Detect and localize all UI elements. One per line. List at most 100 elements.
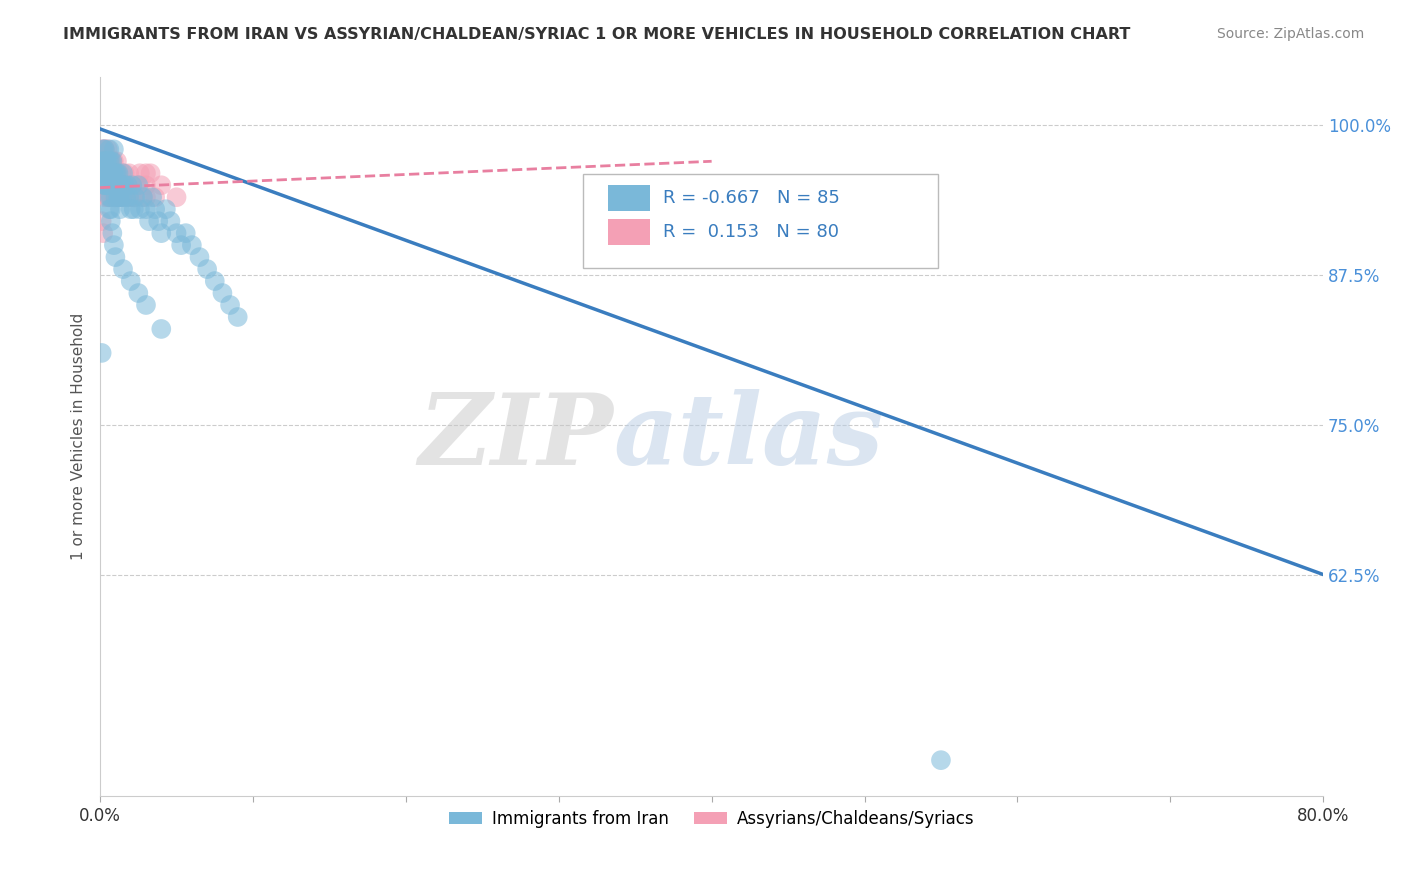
Point bbox=[139, 166, 162, 180]
Point bbox=[112, 178, 135, 193]
Point bbox=[98, 154, 121, 169]
Point bbox=[104, 178, 127, 193]
Point bbox=[112, 166, 135, 180]
Point bbox=[150, 226, 173, 240]
Point bbox=[150, 178, 173, 193]
Bar bbox=[607, 219, 651, 245]
Point bbox=[112, 262, 135, 277]
Point bbox=[97, 190, 120, 204]
Text: Source: ZipAtlas.com: Source: ZipAtlas.com bbox=[1216, 27, 1364, 41]
Point bbox=[91, 154, 114, 169]
Point bbox=[117, 178, 139, 193]
Point bbox=[90, 154, 112, 169]
Point bbox=[143, 190, 166, 204]
Point bbox=[104, 166, 127, 180]
Point bbox=[108, 202, 131, 217]
Point bbox=[96, 166, 118, 180]
Point bbox=[125, 178, 148, 193]
Point bbox=[226, 310, 249, 324]
Point bbox=[104, 190, 127, 204]
Point bbox=[117, 178, 139, 193]
Point bbox=[103, 166, 125, 180]
Point bbox=[118, 166, 141, 180]
Point bbox=[93, 190, 115, 204]
Point bbox=[127, 178, 149, 193]
Point bbox=[100, 202, 122, 217]
Point bbox=[97, 142, 120, 156]
Point bbox=[112, 190, 135, 204]
Legend: Immigrants from Iran, Assyrians/Chaldeans/Syriacs: Immigrants from Iran, Assyrians/Chaldean… bbox=[441, 803, 981, 835]
Point bbox=[104, 178, 127, 193]
Point bbox=[98, 154, 121, 169]
Point bbox=[135, 166, 157, 180]
Point bbox=[128, 202, 150, 217]
Point bbox=[195, 262, 218, 277]
Point bbox=[143, 202, 166, 217]
Point bbox=[90, 142, 112, 156]
Point bbox=[211, 286, 233, 301]
Point bbox=[929, 753, 952, 767]
Point bbox=[90, 214, 112, 228]
Point bbox=[122, 190, 145, 204]
Point bbox=[98, 166, 121, 180]
Point bbox=[159, 214, 181, 228]
Point bbox=[148, 214, 170, 228]
Point bbox=[132, 190, 155, 204]
Point bbox=[100, 154, 122, 169]
Point bbox=[124, 190, 146, 204]
Point bbox=[90, 166, 112, 180]
Point bbox=[107, 178, 129, 193]
Point bbox=[120, 274, 142, 288]
Point bbox=[128, 166, 150, 180]
Point bbox=[101, 154, 124, 169]
Point bbox=[122, 202, 145, 217]
Point bbox=[90, 166, 112, 180]
Point bbox=[91, 142, 114, 156]
Point bbox=[93, 166, 115, 180]
Point bbox=[219, 298, 242, 312]
Point bbox=[98, 178, 121, 193]
Point bbox=[107, 166, 129, 180]
Point bbox=[132, 190, 155, 204]
Point bbox=[91, 178, 114, 193]
Point bbox=[101, 178, 124, 193]
Point bbox=[91, 154, 114, 169]
Point bbox=[114, 178, 136, 193]
Point bbox=[188, 250, 211, 264]
Point bbox=[98, 190, 121, 204]
Point bbox=[114, 166, 136, 180]
Text: R =  0.153   N = 80: R = 0.153 N = 80 bbox=[662, 223, 839, 241]
Point bbox=[93, 142, 115, 156]
Point bbox=[97, 178, 120, 193]
Point bbox=[98, 202, 121, 217]
Point bbox=[100, 178, 122, 193]
Point bbox=[93, 142, 115, 156]
Point bbox=[204, 274, 226, 288]
Text: atlas: atlas bbox=[614, 389, 884, 485]
Point bbox=[122, 190, 145, 204]
Point bbox=[93, 154, 115, 169]
Point bbox=[117, 178, 139, 193]
Point bbox=[104, 250, 127, 264]
Point bbox=[93, 178, 115, 193]
Point bbox=[91, 178, 114, 193]
Point bbox=[96, 166, 118, 180]
Point bbox=[180, 238, 202, 252]
Text: IMMIGRANTS FROM IRAN VS ASSYRIAN/CHALDEAN/SYRIAC 1 OR MORE VEHICLES IN HOUSEHOLD: IMMIGRANTS FROM IRAN VS ASSYRIAN/CHALDEA… bbox=[63, 27, 1130, 42]
FancyBboxPatch shape bbox=[583, 175, 938, 268]
Point bbox=[120, 190, 142, 204]
Point bbox=[115, 190, 138, 204]
Point bbox=[138, 214, 160, 228]
Point bbox=[96, 178, 118, 193]
Point bbox=[135, 202, 157, 217]
Point bbox=[155, 202, 177, 217]
Point bbox=[135, 190, 157, 204]
Point bbox=[105, 190, 128, 204]
Point bbox=[96, 154, 118, 169]
Point bbox=[103, 190, 125, 204]
Point bbox=[101, 166, 124, 180]
Point bbox=[98, 178, 121, 193]
Point bbox=[103, 142, 125, 156]
Point bbox=[98, 154, 121, 169]
Point bbox=[98, 142, 121, 156]
